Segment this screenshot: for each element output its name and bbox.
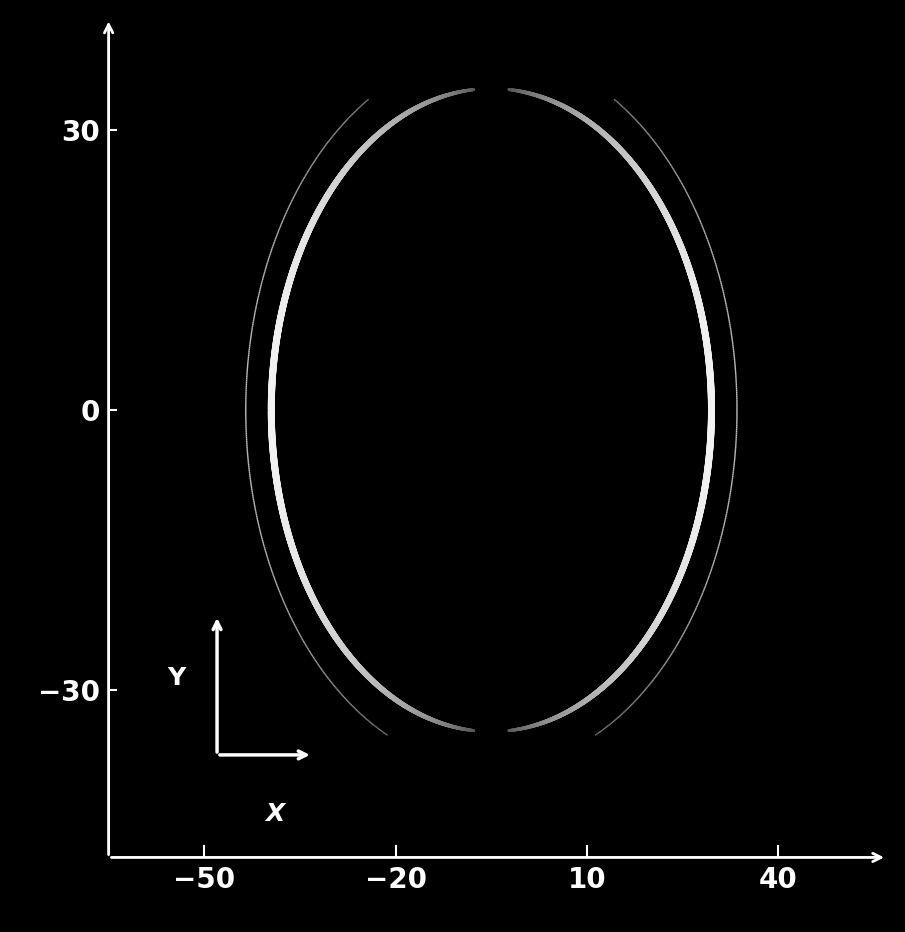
Text: Y: Y	[167, 666, 186, 690]
Text: X: X	[265, 802, 284, 826]
